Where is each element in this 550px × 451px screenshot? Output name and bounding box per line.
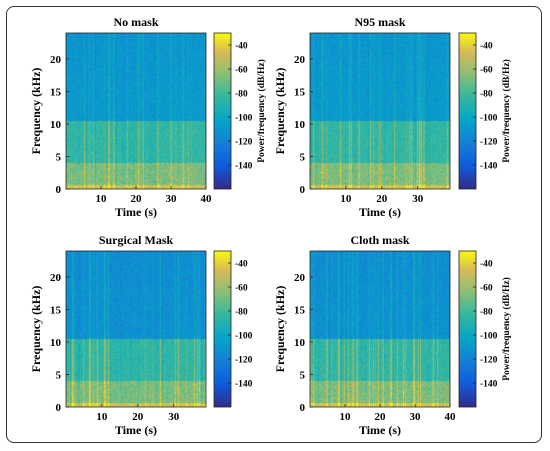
- x-tick-label: 10: [96, 411, 108, 423]
- colorbar-tick-label: -140: [480, 162, 498, 172]
- colorbar-gradient: [459, 251, 476, 407]
- colorbar-tick-label: -100: [235, 114, 253, 124]
- spectrogram-image: [66, 251, 206, 407]
- y-tick-label: 0: [56, 402, 62, 414]
- y-tick-label: 10: [294, 337, 306, 349]
- x-tick-label: 10: [96, 193, 108, 205]
- spectrogram-image: [310, 251, 450, 407]
- x-tick-label: 10: [340, 193, 352, 205]
- colorbar-tick-label: -140: [235, 162, 253, 172]
- y-tick-label: 15: [50, 87, 62, 99]
- x-tick-label: 30: [166, 193, 178, 205]
- spectrogram-image: [66, 33, 206, 189]
- colorbar-tick-label: -100: [480, 332, 498, 342]
- y-tick-label: 20: [294, 54, 306, 66]
- y-tick-label: 15: [294, 87, 306, 99]
- x-axis-label: Time (s): [115, 205, 157, 219]
- colorbar-tick-label: -120: [480, 356, 498, 366]
- x-tick-label: 40: [201, 193, 213, 205]
- y-tick-label: 5: [300, 152, 306, 164]
- colorbar-tick-label: -60: [480, 284, 493, 294]
- colorbar-tick-label: -120: [235, 138, 253, 148]
- colorbar-tick-label: -40: [480, 260, 493, 270]
- x-tick-label: 20: [375, 411, 387, 423]
- panel-title: N95 mask: [354, 15, 405, 29]
- colorbar-tick-label: -120: [480, 138, 498, 148]
- x-tick-label: 10: [340, 411, 352, 423]
- y-tick-label: 15: [50, 305, 62, 317]
- x-tick-label: 30: [412, 193, 424, 205]
- colorbar-tick-label: -40: [235, 260, 248, 270]
- colorbar-tick-label: -80: [480, 90, 493, 100]
- colorbar-tick-label: -80: [480, 308, 493, 318]
- panel-title: Surgical Mask: [99, 233, 174, 247]
- colorbar-tick-label: -40: [480, 42, 493, 52]
- panel-title: Cloth mask: [350, 233, 409, 247]
- y-tick-label: 0: [300, 184, 306, 196]
- colorbar-border: [458, 32, 477, 190]
- colorbar-gradient: [214, 251, 231, 407]
- y-tick-label: 10: [50, 337, 62, 349]
- colorbar-tick-label: -80: [235, 308, 248, 318]
- x-tick-label: 20: [376, 193, 388, 205]
- colorbar-tick-label: -120: [235, 356, 253, 366]
- colorbar-label: Power/frequency (dB/Hz): [256, 59, 267, 163]
- y-tick-label: 5: [56, 152, 62, 164]
- colorbar-border: [213, 32, 232, 190]
- colorbar-tick-label: -100: [235, 332, 253, 342]
- y-tick-label: 20: [50, 54, 62, 66]
- colorbar-tick-label: -100: [480, 114, 498, 124]
- y-tick-label: 20: [294, 272, 306, 284]
- y-axis-label: Frequency (kHz): [29, 286, 43, 373]
- x-axis-label: Time (s): [359, 423, 401, 437]
- x-tick-label: 20: [132, 411, 144, 423]
- spectrogram-image: [310, 33, 450, 189]
- colorbar-tick-label: -40: [235, 42, 248, 52]
- y-axis-label: Frequency (kHz): [273, 286, 287, 373]
- colorbar-label: Power/frequency (dB/Hz): [501, 277, 512, 381]
- colorbar-tick-label: -140: [480, 380, 498, 390]
- y-tick-label: 5: [56, 370, 62, 382]
- colorbar-border: [213, 250, 232, 408]
- colorbar-tick-label: -60: [480, 66, 493, 76]
- y-axis-label: Frequency (kHz): [29, 68, 43, 155]
- y-tick-label: 0: [300, 402, 306, 414]
- x-tick-label: 30: [168, 411, 180, 423]
- y-tick-label: 0: [56, 184, 62, 196]
- x-tick-label: 20: [131, 193, 143, 205]
- x-axis-label: Time (s): [359, 205, 401, 219]
- plot-area-border: [309, 32, 451, 190]
- y-tick-label: 15: [294, 305, 306, 317]
- colorbar-border: [458, 250, 477, 408]
- colorbar-label: Power/frequency (dB/Hz): [501, 59, 512, 163]
- y-tick-label: 10: [50, 119, 62, 131]
- colorbar-tick-label: -140: [235, 380, 253, 390]
- x-axis-label: Time (s): [115, 423, 157, 437]
- plot-area-border: [65, 250, 207, 408]
- colorbar-tick-label: -80: [235, 90, 248, 100]
- y-tick-label: 5: [300, 370, 306, 382]
- colorbar-gradient: [214, 33, 231, 189]
- x-tick-label: 40: [445, 411, 457, 423]
- colorbar-tick-label: -60: [235, 66, 248, 76]
- y-tick-label: 20: [50, 272, 62, 284]
- colorbar-gradient: [459, 33, 476, 189]
- colorbar-tick-label: -60: [235, 284, 248, 294]
- x-tick-label: 30: [410, 411, 422, 423]
- panel-title: No mask: [113, 15, 158, 29]
- y-tick-label: 10: [294, 119, 306, 131]
- y-axis-label: Frequency (kHz): [273, 68, 287, 155]
